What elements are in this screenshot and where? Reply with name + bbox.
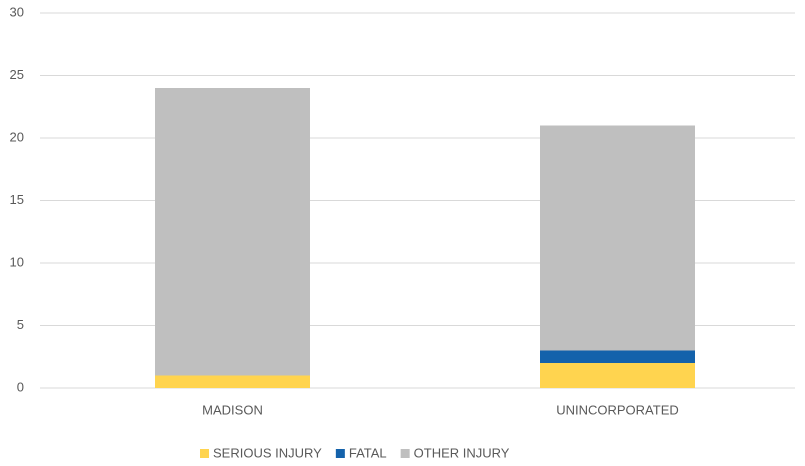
legend-label: OTHER INJURY <box>414 445 510 460</box>
legend-swatch <box>400 449 410 458</box>
legend-swatch <box>200 449 209 458</box>
x-tick-label: MADISON <box>202 402 263 417</box>
bar-segment <box>540 350 695 363</box>
y-tick-label: 30 <box>10 4 24 19</box>
bar-segment <box>155 375 310 388</box>
bar-segment <box>540 125 695 351</box>
x-tick-label: UNINCORPORATED <box>556 402 679 417</box>
legend-label: SERIOUS INJURY <box>213 445 322 460</box>
bar-segment <box>540 363 695 388</box>
y-tick-label: 15 <box>10 192 24 207</box>
y-tick-label: 0 <box>17 379 24 394</box>
legend-label: FATAL <box>349 445 387 460</box>
y-tick-label: 25 <box>10 67 24 82</box>
y-tick-label: 20 <box>10 129 24 144</box>
bar-segment <box>155 88 310 376</box>
y-tick-label: 10 <box>10 254 24 269</box>
y-tick-label: 5 <box>17 317 24 332</box>
legend-swatch <box>335 449 345 458</box>
